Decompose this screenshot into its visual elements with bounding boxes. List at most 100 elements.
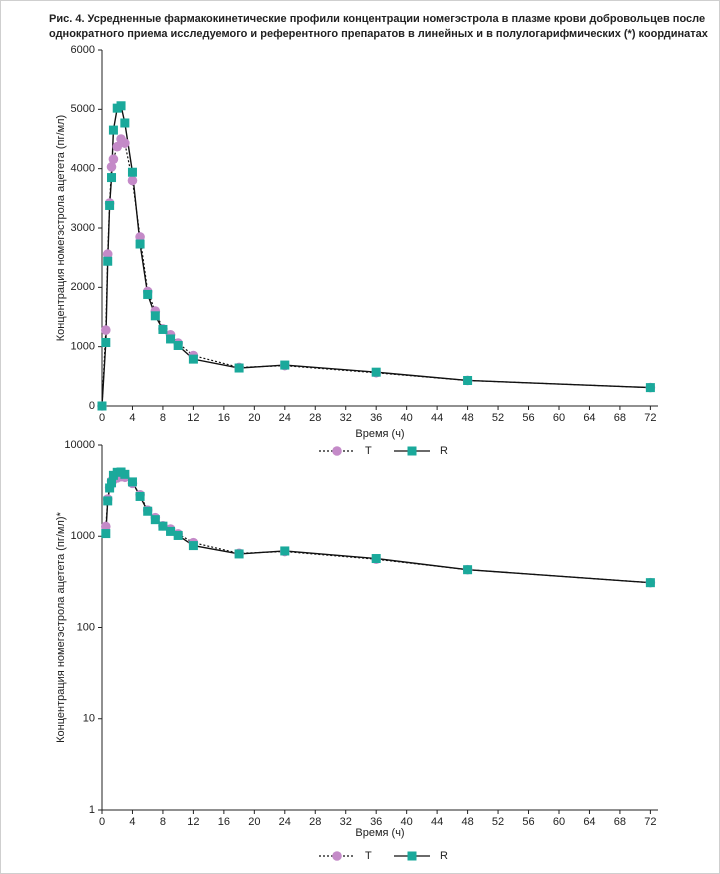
x-tick-label: 68	[614, 816, 626, 828]
x-tick-label: 12	[187, 412, 199, 424]
y-tick-label: 5000	[71, 103, 95, 115]
x-tick-label: 48	[461, 412, 473, 424]
series-line	[101, 137, 651, 407]
x-tick-label: 52	[492, 816, 504, 828]
x-tick-label: 28	[309, 816, 321, 828]
x-tick-label: 64	[583, 412, 595, 424]
x-tick-label: 72	[644, 816, 656, 828]
marker	[101, 325, 111, 335]
y-tick-label: 0	[89, 400, 95, 412]
marker	[120, 138, 130, 148]
marker	[108, 125, 118, 135]
y-axis-label: Концентрация номегэстрола ацетета (пг/мл…	[55, 511, 67, 742]
x-tick-label: 24	[279, 816, 291, 828]
marker	[101, 529, 111, 539]
marker	[101, 521, 111, 532]
figure-title: Рис. 4. Усредненные фармакокинетические …	[49, 13, 708, 40]
y-tick-label: 2000	[71, 281, 95, 293]
marker	[173, 340, 183, 350]
marker	[188, 354, 198, 364]
marker	[108, 154, 119, 164]
x-tick-label: 32	[340, 412, 352, 424]
x-tick-label: 20	[248, 412, 260, 424]
marker	[645, 578, 655, 588]
marker	[127, 477, 137, 487]
y-tick-label: 1000	[71, 341, 95, 353]
x-tick-label: 32	[340, 816, 352, 828]
y-tick-label: 1000	[71, 530, 95, 542]
marker	[107, 173, 117, 183]
marker	[102, 249, 113, 259]
series-line	[105, 471, 651, 584]
marker	[120, 469, 130, 479]
x-tick-label: 28	[309, 412, 321, 424]
marker	[158, 324, 168, 334]
x-tick-label: 64	[583, 816, 595, 828]
marker	[158, 521, 168, 531]
y-tick-label: 6000	[71, 44, 95, 56]
series-line	[101, 104, 651, 407]
series-line	[105, 476, 651, 584]
y-tick-label: 4000	[71, 163, 95, 175]
legend-label: R	[440, 850, 448, 862]
marker	[407, 851, 417, 861]
x-tick-label: 40	[401, 816, 413, 828]
x-axis-label: Время (ч)	[355, 827, 404, 839]
x-tick-label: 68	[614, 412, 626, 424]
marker	[166, 526, 176, 536]
marker	[371, 367, 381, 377]
marker	[150, 311, 160, 321]
marker	[645, 383, 655, 393]
marker	[101, 338, 111, 348]
x-tick-label: 8	[160, 412, 166, 424]
marker	[332, 851, 342, 861]
x-tick-label: 4	[129, 816, 135, 828]
marker	[234, 549, 244, 559]
y-tick-label: 1	[89, 804, 95, 816]
x-tick-label: 44	[431, 412, 443, 424]
marker	[371, 554, 381, 564]
marker	[97, 401, 107, 411]
marker	[332, 446, 342, 456]
marker	[127, 175, 138, 186]
x-tick-label: 36	[370, 412, 382, 424]
legend-label: T	[365, 850, 372, 862]
x-tick-label: 44	[431, 816, 443, 828]
x-tick-label: 48	[461, 816, 473, 828]
x-tick-label: 24	[279, 412, 291, 424]
marker	[463, 565, 473, 575]
x-tick-label: 40	[401, 412, 413, 424]
marker	[173, 530, 183, 540]
x-tick-label: 60	[553, 816, 565, 828]
x-tick-label: 56	[522, 412, 534, 424]
x-tick-label: 60	[553, 412, 565, 424]
marker	[105, 483, 115, 493]
x-tick-label: 0	[99, 816, 105, 828]
marker	[135, 239, 145, 249]
x-tick-label: 8	[160, 816, 166, 828]
x-tick-label: 16	[218, 412, 230, 424]
marker	[234, 363, 244, 373]
y-tick-label: 10	[83, 713, 95, 725]
marker	[103, 496, 113, 506]
x-tick-label: 20	[248, 816, 260, 828]
marker	[127, 167, 137, 177]
x-axis-label: Время (ч)	[355, 428, 404, 440]
x-tick-label: 56	[522, 816, 534, 828]
marker	[135, 491, 145, 501]
marker	[280, 360, 290, 370]
legend-label: T	[365, 445, 372, 457]
y-tick-label: 100	[77, 621, 95, 633]
marker	[135, 232, 145, 242]
marker	[120, 118, 130, 128]
marker	[407, 446, 417, 456]
marker	[143, 289, 153, 299]
marker	[103, 256, 113, 266]
marker	[280, 546, 290, 556]
y-axis-label: Концентрация номегэстрола ацетета (пг/мл…	[55, 115, 67, 341]
x-tick-label: 36	[370, 816, 382, 828]
marker	[188, 541, 198, 551]
y-tick-label: 10000	[64, 439, 95, 451]
